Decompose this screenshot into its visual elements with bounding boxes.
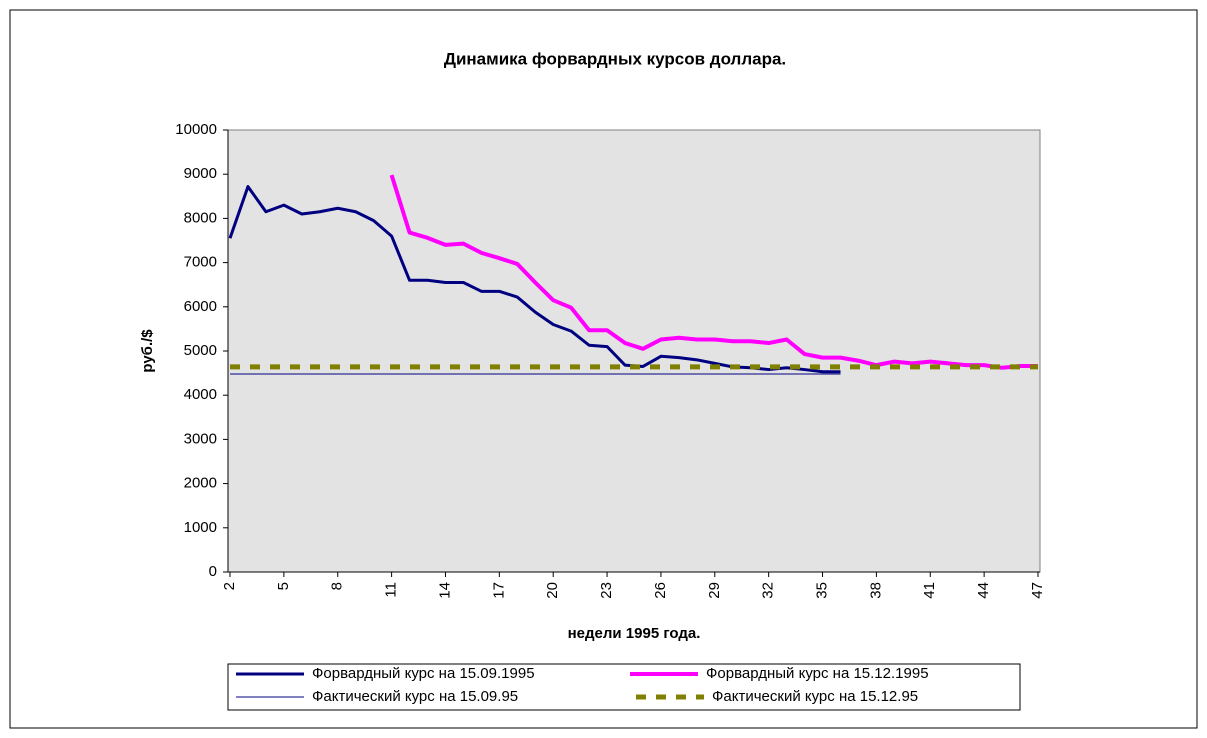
y-tick-label: 4000 <box>184 386 217 403</box>
y-tick-label: 10000 <box>175 121 217 138</box>
chart-title: Динамика форвардных курсов доллара. <box>444 49 786 68</box>
series-line <box>389 174 1038 370</box>
y-tick-label: 1000 <box>184 519 217 536</box>
x-axis-title: недели 1995 года. <box>568 625 701 642</box>
y-tick-label: 9000 <box>184 165 217 182</box>
x-tick-label: 35 <box>814 582 831 599</box>
x-tick-label: 2 <box>221 582 238 590</box>
x-tick-label: 41 <box>921 582 938 599</box>
y-tick-label: 3000 <box>184 430 217 447</box>
x-tick-label: 17 <box>490 582 507 599</box>
y-tick-label: 2000 <box>184 475 217 492</box>
legend-label: Форвардный курс на 15.09.1995 <box>312 665 535 682</box>
x-tick-label: 20 <box>544 582 561 599</box>
x-tick-label: 14 <box>436 582 453 599</box>
y-axis-title: руб./$ <box>139 329 156 373</box>
y-tick-label: 6000 <box>184 298 217 315</box>
legend-label: Фактический курс на 15.09.95 <box>312 688 518 705</box>
x-tick-label: 8 <box>329 582 346 590</box>
x-tick-label: 26 <box>652 582 669 599</box>
y-tick-label: 8000 <box>184 209 217 226</box>
y-tick-label: 5000 <box>184 342 217 359</box>
x-tick-label: 29 <box>706 582 723 599</box>
x-tick-label: 44 <box>975 582 992 599</box>
legend-label: Фактический курс на 15.12.95 <box>712 688 918 705</box>
x-tick-label: 47 <box>1029 582 1046 599</box>
y-tick-label: 7000 <box>184 254 217 271</box>
legend-box <box>227 663 1021 711</box>
y-tick-label: 0 <box>209 563 217 580</box>
x-tick-label: 23 <box>598 582 615 599</box>
x-tick-label: 5 <box>275 582 292 590</box>
legend-label: Форвардный курс на 15.12.1995 <box>706 665 929 682</box>
plot-area <box>227 129 1041 573</box>
x-tick-label: 11 <box>383 582 400 598</box>
x-tick-label: 32 <box>760 582 777 599</box>
x-tick-label: 38 <box>867 582 884 599</box>
